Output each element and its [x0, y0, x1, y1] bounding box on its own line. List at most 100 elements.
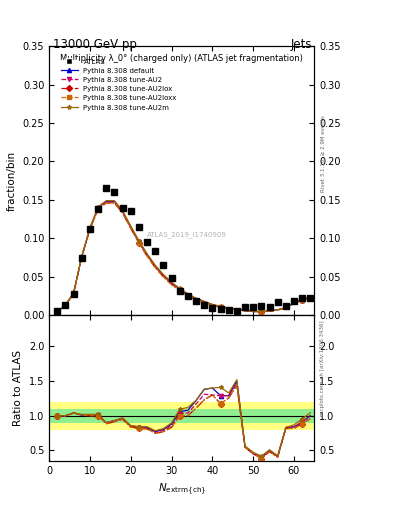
- Pythia 8.308 tune-AU2: [136, 239, 141, 245]
- Text: Multiplicity λ_0° (charged only) (ATLAS jet fragmentation): Multiplicity λ_0° (charged only) (ATLAS …: [60, 54, 303, 63]
- ATLAS: [259, 303, 264, 309]
- Pythia 8.308 tune-AU2m: [235, 306, 239, 312]
- Pythia 8.308 tune-AU2lox: [259, 309, 264, 315]
- Pythia 8.308 tune-AU2: [259, 309, 264, 315]
- Pythia 8.308 tune-AU2: [292, 300, 296, 306]
- Pythia 8.308 tune-AU2: [300, 297, 305, 303]
- Pythia 8.308 tune-AU2: [275, 307, 280, 313]
- Pythia 8.308 tune-AU2loxx: [194, 297, 198, 303]
- Pythia 8.308 tune-AU2: [55, 308, 60, 314]
- Pythia 8.308 default: [202, 298, 207, 305]
- Pythia 8.308 tune-AU2: [235, 307, 239, 313]
- Pythia 8.308 tune-AU2m: [88, 225, 92, 231]
- Pythia 8.308 tune-AU2lox: [194, 297, 198, 303]
- Pythia 8.308 default: [275, 307, 280, 313]
- Text: mcplots.cern.ch [arXiv:1306.3436]: mcplots.cern.ch [arXiv:1306.3436]: [320, 321, 325, 416]
- ATLAS: [185, 293, 190, 299]
- Pythia 8.308 tune-AU2m: [129, 223, 133, 229]
- Pythia 8.308 tune-AU2: [251, 308, 255, 314]
- Pythia 8.308 tune-AU2lox: [283, 305, 288, 311]
- Pythia 8.308 default: [242, 308, 247, 314]
- Pythia 8.308 default: [259, 309, 264, 315]
- Pythia 8.308 tune-AU2m: [55, 308, 60, 314]
- ATLAS: [308, 294, 313, 301]
- Pythia 8.308 tune-AU2: [202, 299, 207, 305]
- Pythia 8.308 tune-AU2loxx: [283, 305, 288, 311]
- Pythia 8.308 tune-AU2m: [308, 294, 313, 300]
- ATLAS: [202, 302, 207, 308]
- Pythia 8.308 tune-AU2lox: [177, 288, 182, 294]
- Pythia 8.308 tune-AU2m: [267, 308, 272, 314]
- Pythia 8.308 default: [63, 302, 68, 308]
- Line: Pythia 8.308 tune-AU2: Pythia 8.308 tune-AU2: [55, 200, 312, 314]
- Pythia 8.308 tune-AU2lox: [88, 226, 92, 232]
- Pythia 8.308 tune-AU2loxx: [235, 307, 239, 313]
- ATLAS: [79, 254, 84, 261]
- Pythia 8.308 tune-AU2lox: [71, 290, 76, 296]
- Pythia 8.308 tune-AU2m: [242, 307, 247, 313]
- ATLAS: [55, 308, 60, 314]
- Line: Pythia 8.308 tune-AU2lox: Pythia 8.308 tune-AU2lox: [55, 201, 312, 314]
- ATLAS: [153, 248, 158, 254]
- Pythia 8.308 tune-AU2loxx: [226, 306, 231, 312]
- Pythia 8.308 tune-AU2: [267, 308, 272, 314]
- Pythia 8.308 tune-AU2: [185, 292, 190, 298]
- Pythia 8.308 tune-AU2: [145, 252, 149, 259]
- Pythia 8.308 tune-AU2lox: [136, 240, 141, 246]
- Pythia 8.308 tune-AU2m: [283, 305, 288, 311]
- Pythia 8.308 tune-AU2loxx: [300, 297, 305, 303]
- X-axis label: $N_\mathrm{extrm\{ch\}}$: $N_\mathrm{extrm\{ch\}}$: [158, 481, 206, 497]
- Pythia 8.308 tune-AU2lox: [242, 308, 247, 314]
- Text: ATLAS_2019_I1740909: ATLAS_2019_I1740909: [147, 231, 227, 238]
- Pythia 8.308 tune-AU2lox: [79, 254, 84, 260]
- Pythia 8.308 tune-AU2loxx: [71, 290, 76, 296]
- Pythia 8.308 tune-AU2: [210, 302, 215, 308]
- Pythia 8.308 tune-AU2lox: [153, 265, 158, 271]
- Pythia 8.308 tune-AU2: [161, 273, 166, 279]
- ATLAS: [136, 224, 141, 230]
- ATLAS: [292, 297, 296, 304]
- Pythia 8.308 tune-AU2m: [275, 307, 280, 313]
- Pythia 8.308 default: [79, 254, 84, 260]
- Pythia 8.308 tune-AU2m: [259, 308, 264, 314]
- ATLAS: [194, 298, 198, 305]
- Pythia 8.308 default: [88, 225, 92, 231]
- Pythia 8.308 tune-AU2: [308, 294, 313, 301]
- Pythia 8.308 default: [308, 294, 313, 301]
- Pythia 8.308 tune-AU2loxx: [96, 206, 101, 212]
- Pythia 8.308 default: [104, 198, 108, 204]
- Pythia 8.308 tune-AU2loxx: [79, 254, 84, 260]
- Pythia 8.308 tune-AU2lox: [210, 302, 215, 308]
- Pythia 8.308 default: [129, 224, 133, 230]
- Y-axis label: Ratio to ATLAS: Ratio to ATLAS: [13, 350, 23, 426]
- Pythia 8.308 default: [185, 291, 190, 297]
- ATLAS: [267, 304, 272, 310]
- Pythia 8.308 tune-AU2loxx: [88, 226, 92, 232]
- ATLAS: [161, 262, 166, 268]
- Pythia 8.308 tune-AU2loxx: [308, 295, 313, 302]
- Pythia 8.308 default: [267, 308, 272, 314]
- ATLAS: [88, 226, 92, 232]
- Pythia 8.308 tune-AU2loxx: [275, 307, 280, 313]
- Pythia 8.308 tune-AU2: [218, 304, 223, 310]
- ATLAS: [120, 204, 125, 210]
- Pythia 8.308 tune-AU2loxx: [242, 308, 247, 314]
- Pythia 8.308 tune-AU2lox: [202, 300, 207, 306]
- ATLAS: [300, 295, 305, 302]
- Pythia 8.308 tune-AU2loxx: [185, 293, 190, 299]
- Pythia 8.308 tune-AU2lox: [292, 301, 296, 307]
- ATLAS: [275, 299, 280, 305]
- Pythia 8.308 tune-AU2m: [218, 303, 223, 309]
- Y-axis label: fraction/bin: fraction/bin: [7, 151, 17, 211]
- Pythia 8.308 default: [145, 251, 149, 258]
- Pythia 8.308 tune-AU2: [153, 264, 158, 270]
- Pythia 8.308 tune-AU2loxx: [292, 301, 296, 307]
- Pythia 8.308 tune-AU2m: [112, 198, 117, 204]
- Pythia 8.308 default: [226, 305, 231, 311]
- Pythia 8.308 tune-AU2loxx: [153, 265, 158, 271]
- Pythia 8.308 tune-AU2: [242, 308, 247, 314]
- Pythia 8.308 tune-AU2loxx: [210, 302, 215, 308]
- ATLAS: [242, 304, 247, 310]
- Pythia 8.308 tune-AU2m: [292, 300, 296, 306]
- Pythia 8.308 tune-AU2: [177, 287, 182, 293]
